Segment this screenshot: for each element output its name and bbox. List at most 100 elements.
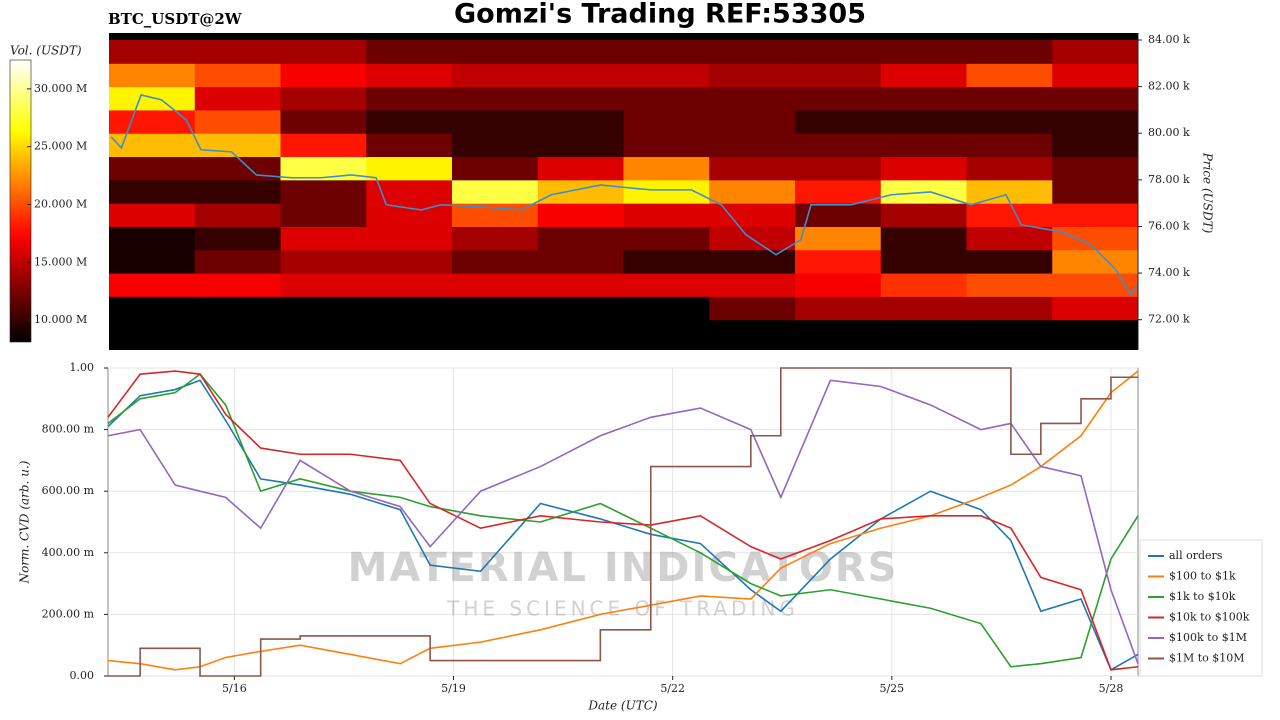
heatmap-cell bbox=[280, 39, 367, 64]
heatmap-cell bbox=[537, 133, 624, 158]
heatmap-cell bbox=[623, 133, 710, 158]
heatmap-cell bbox=[537, 203, 624, 227]
heatmap-cell bbox=[1052, 203, 1138, 227]
heatmap-cell bbox=[452, 109, 539, 134]
y-tick-label: 400.00 m bbox=[42, 546, 95, 559]
heatmap-cell bbox=[966, 249, 1053, 274]
heatmap-cell bbox=[709, 63, 796, 88]
heatmap-cell bbox=[795, 156, 882, 181]
heatmap-cell bbox=[966, 86, 1053, 111]
heatmap-cell bbox=[1052, 319, 1138, 344]
heatmap-cell bbox=[795, 273, 882, 297]
heatmap-cell bbox=[280, 109, 367, 134]
heatmap-cell bbox=[280, 156, 367, 181]
heatmap-cell bbox=[623, 39, 710, 64]
legend-box bbox=[1139, 539, 1263, 677]
heatmap-cell bbox=[280, 133, 367, 158]
heatmap-cell bbox=[280, 203, 367, 227]
heatmap-cell bbox=[880, 249, 967, 274]
heatmap-cell bbox=[537, 273, 624, 297]
legend-label: $1k to $10k bbox=[1169, 590, 1236, 603]
heatmap-cell bbox=[709, 39, 796, 64]
series-line bbox=[108, 367, 1138, 677]
colorbar-tick-label: 30.000 M bbox=[34, 82, 87, 95]
heatmap-cell bbox=[623, 319, 710, 344]
heatmap-cell bbox=[452, 39, 539, 64]
heatmap-cell bbox=[623, 109, 710, 134]
y-tick-label: 1.00 bbox=[70, 361, 95, 374]
chart-title: Gomzi's Trading REF:53305 bbox=[454, 0, 866, 30]
colorbar bbox=[9, 59, 32, 343]
heatmap-cell bbox=[109, 249, 196, 274]
heatmap-cell bbox=[966, 273, 1053, 297]
heatmap-cell bbox=[109, 226, 196, 251]
heatmap-cell bbox=[623, 249, 710, 274]
heatmap-cell bbox=[1052, 179, 1138, 204]
heatmap-cell bbox=[880, 109, 967, 134]
heatmap-cell bbox=[880, 39, 967, 64]
heatmap-cell bbox=[366, 273, 453, 297]
heatmap-cell bbox=[880, 203, 967, 227]
colorbar-label: Vol. (USDT) bbox=[10, 44, 82, 58]
heatmap-cell bbox=[366, 86, 453, 111]
heatmap-cell bbox=[452, 319, 539, 344]
heatmap-cell bbox=[109, 109, 196, 134]
heatmap-cell bbox=[880, 133, 967, 158]
price-line bbox=[110, 94, 1138, 297]
heatmap-cell bbox=[452, 296, 539, 321]
x-tick-label: 5/16 bbox=[222, 682, 247, 695]
heatmap-cell bbox=[109, 203, 196, 227]
heatmap-cell bbox=[537, 226, 624, 251]
heatmap-cell bbox=[109, 179, 196, 204]
x-tick-label: 5/22 bbox=[660, 682, 685, 695]
heatmap-cell bbox=[1052, 156, 1138, 181]
heatmap-cell bbox=[795, 296, 882, 321]
heatmap-cell bbox=[537, 109, 624, 134]
heatmap-cell bbox=[709, 156, 796, 181]
heatmap-cell bbox=[452, 86, 539, 111]
heatmap-cell bbox=[194, 319, 281, 344]
legend-label: $100k to $1M bbox=[1169, 631, 1247, 644]
heatmap-cell bbox=[795, 319, 882, 344]
heatmap-cell bbox=[109, 319, 196, 344]
heatmap-cell bbox=[623, 296, 710, 321]
heatmap-cell bbox=[795, 133, 882, 158]
heatmap-cell bbox=[366, 39, 453, 64]
heatmap-cell bbox=[366, 179, 453, 204]
heatmap-cell bbox=[109, 39, 196, 64]
heatmap-cell bbox=[452, 179, 539, 204]
heatmap-cell bbox=[109, 63, 196, 88]
heatmap-cell bbox=[880, 273, 967, 297]
heatmap-cell bbox=[194, 249, 281, 274]
x-axis-label: Date (UTC) bbox=[587, 699, 657, 713]
y-tick-label: 72.00 k bbox=[1148, 313, 1190, 326]
watermark: THE SCIENCE OF TRADING bbox=[446, 597, 799, 621]
colorbar-tick-label: 10.000 M bbox=[34, 313, 87, 326]
heatmap-cell bbox=[452, 63, 539, 88]
heatmap-cell bbox=[709, 273, 796, 297]
heatmap-cell bbox=[623, 63, 710, 88]
heatmap-cell bbox=[366, 133, 453, 158]
heatmap-cell bbox=[623, 86, 710, 111]
y-axis-label: Norm. CVD (arb. u.) bbox=[18, 460, 32, 584]
heatmap-cell bbox=[537, 39, 624, 64]
heatmap-cell bbox=[966, 156, 1053, 181]
heatmap-cell bbox=[795, 39, 882, 64]
heatmap-cell bbox=[966, 39, 1053, 64]
heatmap-cell bbox=[537, 249, 624, 274]
x-tick-label: 5/19 bbox=[441, 682, 466, 695]
heatmap-cell bbox=[966, 133, 1053, 158]
heatmap-cell bbox=[795, 249, 882, 274]
heatmap-cell bbox=[1052, 296, 1138, 321]
heatmap-cell bbox=[366, 319, 453, 344]
heatmap-cell bbox=[280, 63, 367, 88]
heatmap-cell bbox=[966, 296, 1053, 321]
heatmap-cell bbox=[537, 63, 624, 88]
heatmap-cell bbox=[366, 249, 453, 274]
y-tick-label: 84.00 k bbox=[1148, 33, 1190, 46]
heatmap-cell bbox=[880, 63, 967, 88]
heatmap-cell bbox=[880, 156, 967, 181]
heatmap-cell bbox=[709, 86, 796, 111]
heatmap-cell bbox=[1052, 63, 1138, 88]
